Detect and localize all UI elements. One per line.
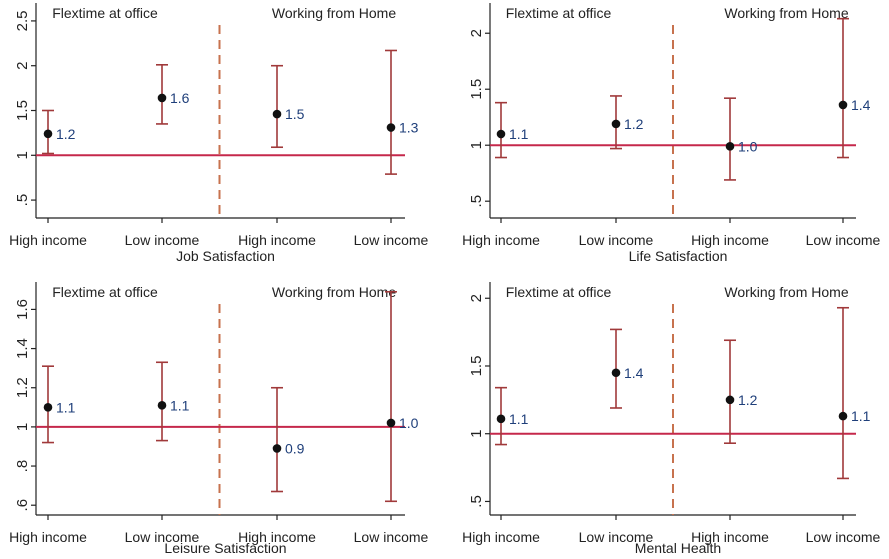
group-label: Flextime at office [52,5,158,21]
y-tick-label: 1 [14,423,31,431]
y-tick-label: 1.6 [14,299,31,320]
x-tick-label: Low income [354,232,429,248]
data-label: 0.9 [285,440,305,456]
group-label: Flextime at office [506,5,612,21]
data-label: 1.2 [56,126,76,142]
x-tick-label: Low income [125,529,200,545]
x-tick-label: Low income [354,529,429,545]
y-tick-label: 1.2 [14,377,31,398]
y-tick-label: 1.5 [14,100,31,121]
data-label: 1.3 [399,120,419,136]
y-tick-label: .6 [14,499,31,512]
panel-4: .5 1 1.5 2 High income Low income High income L… [462,282,881,556]
y-tick-label: .5 [14,194,31,207]
x-tick-label: High income [462,529,540,545]
y-tick-label: 2.5 [14,10,31,31]
y-tick-label: .5 [468,495,485,508]
group-label: Flextime at office [52,284,158,300]
group-label: Working from Home [272,284,396,300]
x-tick-label: Low income [806,232,881,248]
data-label: 1.1 [509,126,529,142]
panel-1: .5 1 1.5 2 2.5 High income Low income High inco… [9,3,429,264]
data-label: 1.0 [738,138,758,154]
x-tick-label: Low income [579,232,654,248]
data-point [611,119,621,129]
x-tick-label: Low income [579,529,654,545]
y-tick-label: 2 [14,62,31,70]
data-point [157,401,167,410]
panel-title: Life Satisfaction [629,248,728,264]
data-label: 1.2 [738,392,758,408]
data-label: 1.1 [170,397,190,413]
data-label: 1.1 [56,399,76,415]
group-label: Working from Home [724,284,848,300]
group-label: Flextime at office [506,284,612,300]
panel-3: .6 .8 1 1.2 1.4 1.6 High income Low income High … [9,282,429,556]
data-label: 1.2 [624,116,644,132]
data-label: 1.1 [509,411,529,427]
data-point [496,414,506,424]
data-point [838,411,848,421]
x-tick-label: High income [691,529,769,545]
data-point [386,123,396,132]
panel-title: Job Satisfaction [176,248,275,264]
data-point [272,444,282,453]
data-point [386,418,396,428]
data-point [725,142,735,151]
data-label: 1.4 [624,365,644,381]
y-tick-label: 1.5 [468,356,485,377]
x-tick-label: High income [9,232,87,248]
panel-title: Mental Health [635,540,721,556]
data-point [272,109,282,119]
data-point [838,100,848,110]
y-tick-label: 2 [468,29,485,37]
x-tick-label: High income [9,529,87,545]
x-tick-label: High income [238,232,316,248]
data-point [611,368,621,378]
data-label: 1.1 [851,408,871,424]
data-label: 1.4 [851,97,871,113]
y-tick-label: 1.4 [14,338,31,359]
panel-title: Leisure Satisfaction [164,540,286,556]
data-point [43,129,53,139]
y-tick-label: 1 [468,430,485,438]
x-tick-label: High income [691,232,769,248]
x-tick-label: High income [238,529,316,545]
group-label: Working from Home [724,5,848,21]
data-point [43,403,53,412]
y-tick-label: 2 [468,294,485,302]
data-point [725,395,735,405]
y-tick-label: .8 [14,460,31,473]
group-label: Working from Home [272,5,396,21]
data-label: 1.5 [285,106,305,122]
y-tick-label: 1 [14,151,31,159]
x-tick-label: High income [462,232,540,248]
y-tick-label: 1 [468,141,485,149]
x-tick-label: Low income [125,232,200,248]
y-tick-label: .5 [468,195,485,208]
data-point [157,93,167,103]
x-tick-label: Low income [806,529,881,545]
y-tick-label: 1.5 [468,79,485,100]
data-label: 1.0 [399,415,419,431]
data-point [496,129,506,139]
data-label: 1.6 [170,90,190,106]
